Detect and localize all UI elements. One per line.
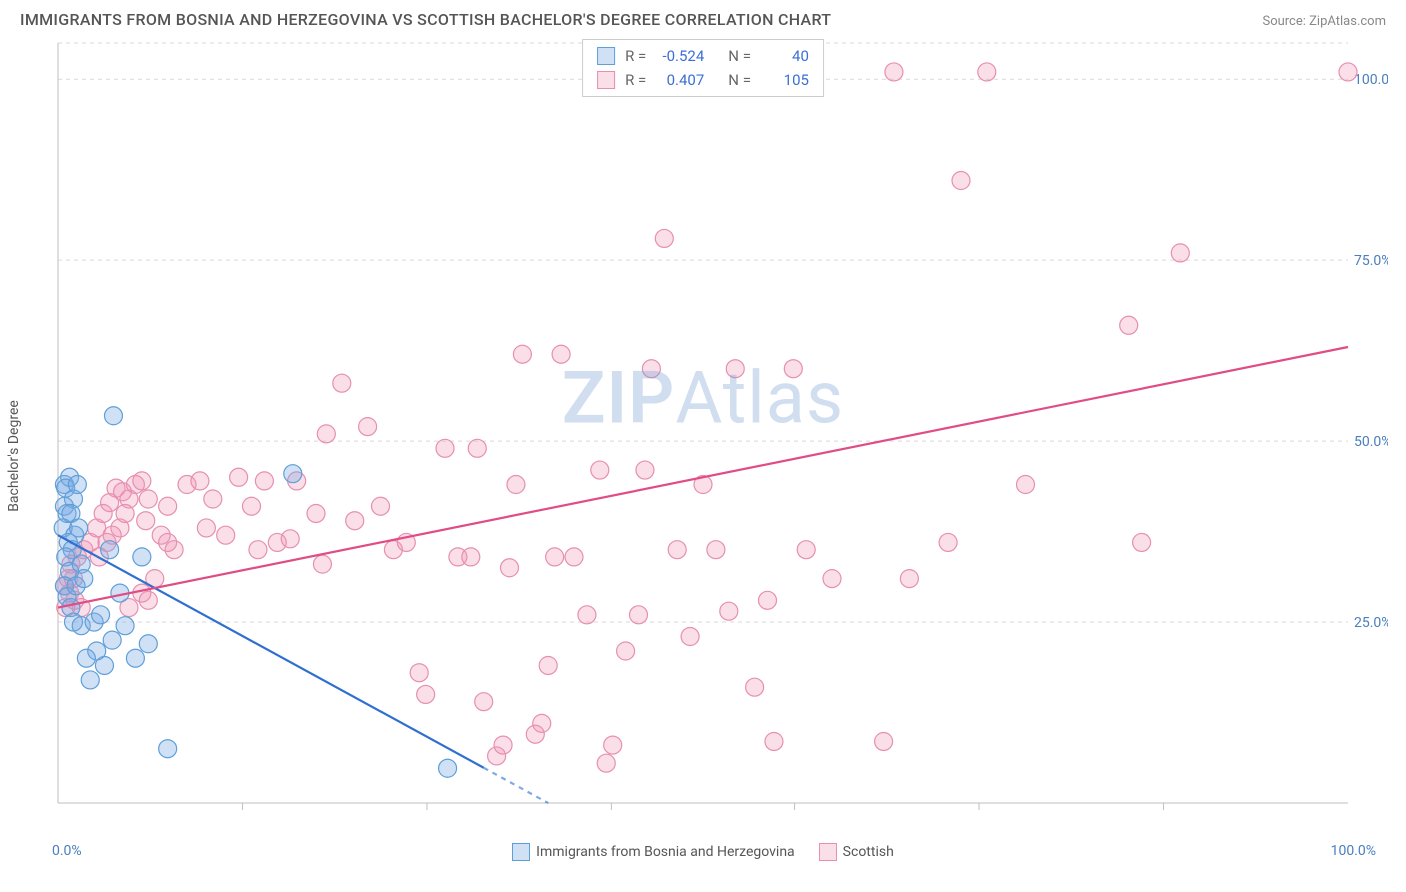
stat-r-value: 0.407 <box>656 68 704 92</box>
stat-n-label: N = <box>728 68 751 92</box>
scatter-plot: 25.0% 50.0% 75.0% 100.0% <box>48 33 1388 833</box>
chart-area: Bachelor's Degree 25.0%50.0%75.0%100.0% … <box>0 33 1406 863</box>
legend-swatch <box>819 843 837 861</box>
legend-swatch <box>597 71 615 89</box>
svg-text:25.0%: 25.0% <box>1354 615 1388 631</box>
legend-item: Immigrants from Bosnia and Herzegovina <box>512 843 795 861</box>
stat-r-label: R = <box>625 68 646 92</box>
stat-r-value: -0.524 <box>656 44 704 68</box>
stat-n-value: 105 <box>761 68 809 92</box>
title-bar: IMMIGRANTS FROM BOSNIA AND HERZEGOVINA V… <box>0 0 1406 33</box>
y-axis-label: Bachelor's Degree <box>6 400 22 512</box>
stats-row: R = 0.407 N = 105 <box>597 68 809 92</box>
svg-text:50.0%: 50.0% <box>1354 434 1388 450</box>
stats-row: R = -0.524 N = 40 <box>597 44 809 68</box>
stat-r-label: R = <box>625 44 646 68</box>
legend-label: Immigrants from Bosnia and Herzegovina <box>536 844 795 860</box>
legend-swatch <box>597 47 615 65</box>
stat-n-value: 40 <box>761 44 809 68</box>
stat-n-label: N = <box>728 44 751 68</box>
svg-text:75.0%: 75.0% <box>1354 253 1388 269</box>
legend-swatch <box>512 843 530 861</box>
bottom-legend: Immigrants from Bosnia and Herzegovina Sc… <box>0 843 1406 861</box>
stats-legend: R = -0.524 N = 40 R = 0.407 N = 105 <box>582 39 824 97</box>
legend-item: Scottish <box>819 843 894 861</box>
legend-label: Scottish <box>843 844 894 860</box>
source-text: Source: ZipAtlas.com <box>1262 14 1386 29</box>
chart-title: IMMIGRANTS FROM BOSNIA AND HERZEGOVINA V… <box>20 10 831 29</box>
svg-text:100.0%: 100.0% <box>1354 72 1388 88</box>
